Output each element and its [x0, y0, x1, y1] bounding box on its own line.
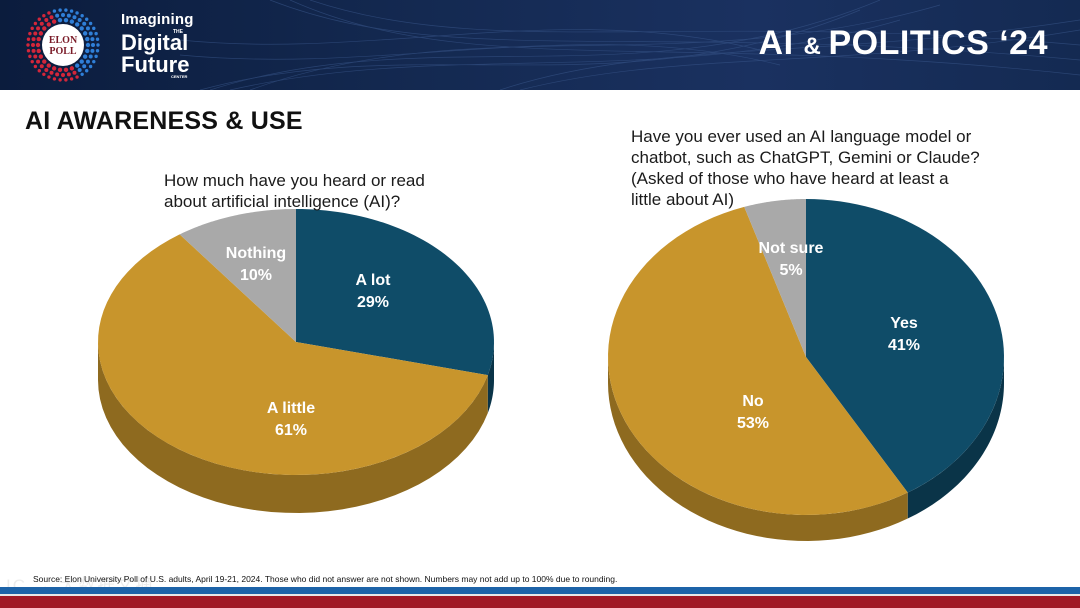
svg-text:ELON: ELON [49, 35, 78, 46]
pie-2-slice-yes [806, 199, 1004, 493]
pie-1-value-a-little: 61% [275, 422, 307, 439]
pie-1-label-a-lot: A lot [356, 272, 392, 289]
pie-2-value-no: 53% [737, 415, 769, 432]
svg-text:POLL: POLL [49, 46, 77, 57]
header-title-main: AI [758, 24, 804, 62]
footer-stripe-white [0, 594, 1080, 596]
header-title: AI & POLITICS ‘24 [759, 24, 1048, 63]
pie-1-label-a-little: A little [267, 400, 315, 417]
pie-1-label-nothing: Nothing [226, 245, 286, 262]
pie-2-slice-not-sure [744, 199, 806, 357]
pie-1-side-a-little [98, 342, 488, 513]
brand-line-1: Imagining [121, 11, 194, 28]
pie-chart-2: Yes 41% No 53% Not sure 5% [608, 199, 1004, 541]
pie-1-slice-a-lot [296, 209, 494, 376]
section-title: AI AWARENESS & USE [25, 107, 303, 135]
brand-the: THE [173, 29, 183, 35]
header-decorative-lines [179, 0, 1080, 90]
pie-1-slice-nothing [179, 209, 296, 342]
footer-stripe-blue [0, 587, 1080, 596]
pie-chart-1: A lot 29% A little 61% Nothing 10% [98, 209, 494, 513]
brand-line-3: Future [121, 52, 190, 77]
header-banner: ELON POLL Imagining THE Digital Future C… [0, 0, 1080, 90]
chart-1-question: How much have you heard or read about ar… [164, 171, 425, 211]
pie-2-value-yes: 41% [888, 337, 920, 354]
imagining-digital-future-brand: Imagining THE Digital Future CENTER [121, 11, 194, 79]
footer-stripe-red [0, 596, 1080, 608]
source-note: Source: Elon University Poll of U.S. adu… [33, 574, 618, 584]
pie-2-label-yes: Yes [890, 315, 918, 332]
pie-2-side-yes [907, 357, 1004, 519]
header-title-rest: POLITICS ‘24 [828, 24, 1048, 62]
brand-center: CENTER [171, 74, 188, 79]
brand-line-2: Digital [121, 30, 189, 55]
pie-2-side-no [608, 357, 908, 541]
pie-1-slice-a-little [98, 234, 488, 475]
pie-2-slice-no [608, 206, 908, 515]
pie-1-value-nothing: 10% [240, 267, 272, 284]
pie-2-label-no: No [742, 393, 764, 410]
pie-1-side-a-lot [487, 342, 494, 414]
pie-2-value-not-sure: 5% [779, 262, 802, 279]
pie-1-value-a-lot: 29% [357, 294, 389, 311]
elon-poll-logo: ELON POLL [26, 8, 100, 82]
chart-2-question: Have you ever used an AI language model … [631, 127, 980, 209]
pie-2-label-not-sure: Not sure [759, 240, 824, 257]
header-title-amp: & [803, 33, 829, 60]
